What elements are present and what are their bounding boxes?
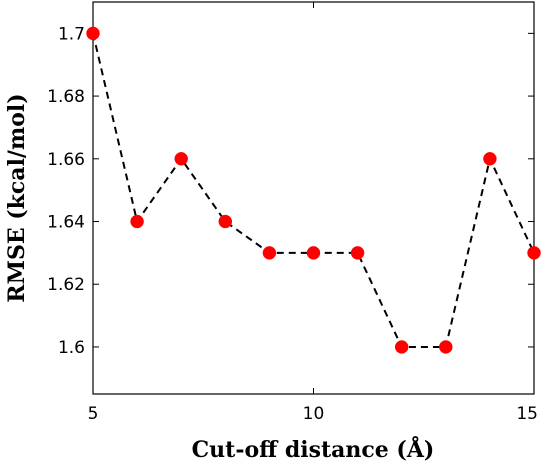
data-point [262,246,277,260]
data-point [439,340,453,354]
data-point [130,214,144,229]
series [86,26,541,354]
data-point [527,246,541,260]
data-point [306,246,321,260]
x-tick-label: 15 [516,404,538,424]
x-tick-label: 5 [88,404,99,424]
series-line [92,33,535,348]
data-point [86,26,100,41]
axes-frame [92,1,535,395]
data-point [483,152,497,166]
x-axis-label: Cut-off distance (Å) [192,436,435,463]
y-tick-label: 1.66 [47,150,85,170]
y-tick-label: 1.7 [58,24,85,44]
ticks: 1.6 1.62 1.64 1.66 1.68 1.7 5 10 15 [47,2,538,424]
x-tick-label: 10 [303,404,325,424]
y-axis-label: RMSE (kcal/mol) [4,93,30,302]
data-point [218,214,233,229]
data-point [394,340,409,354]
y-tick-label: 1.64 [47,213,85,233]
data-point [350,246,365,260]
data-point [174,152,188,166]
plot-area: 1.6 1.62 1.64 1.66 1.68 1.7 5 10 15 [47,1,541,424]
y-tick-label: 1.68 [47,87,85,107]
y-tick-label: 1.62 [47,275,85,295]
y-tick-label: 1.6 [58,338,85,358]
